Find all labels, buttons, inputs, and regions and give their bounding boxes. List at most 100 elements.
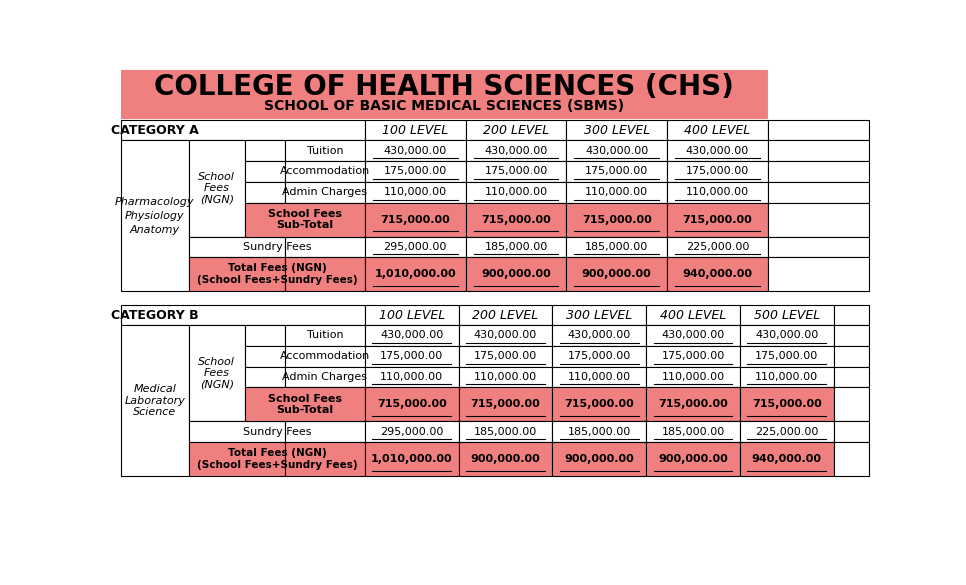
Text: 100 LEVEL: 100 LEVEL (383, 124, 448, 137)
Bar (285, 236, 365, 257)
Bar (365, 367, 459, 387)
Bar (189, 421, 285, 442)
Bar (466, 202, 566, 236)
Text: 430,000.00: 430,000.00 (686, 146, 749, 156)
Text: 100 LEVEL: 100 LEVEL (379, 308, 445, 322)
Text: 295,000.00: 295,000.00 (380, 426, 443, 437)
Bar (244, 367, 285, 387)
Text: 185,000.00: 185,000.00 (585, 242, 648, 252)
Bar (244, 140, 285, 161)
Bar (365, 442, 459, 476)
Text: 715,000.00: 715,000.00 (658, 400, 728, 409)
Text: 110,000.00: 110,000.00 (662, 372, 724, 382)
Text: 900,000.00: 900,000.00 (658, 454, 728, 464)
Bar (244, 182, 285, 202)
Bar (668, 161, 768, 182)
Bar (365, 202, 466, 236)
Bar (834, 421, 869, 442)
Text: 175,000.00: 175,000.00 (585, 167, 648, 177)
Bar (365, 121, 466, 140)
Text: 430,000.00: 430,000.00 (381, 331, 443, 340)
Bar (740, 325, 834, 346)
Text: 715,000.00: 715,000.00 (683, 215, 753, 225)
Bar (121, 305, 365, 325)
Bar (768, 182, 869, 202)
Text: 110,000.00: 110,000.00 (474, 372, 537, 382)
Bar (459, 442, 553, 476)
Bar (646, 325, 740, 346)
Bar (646, 442, 740, 476)
Bar (285, 140, 365, 161)
Bar (768, 202, 869, 236)
Text: 900,000.00: 900,000.00 (582, 269, 652, 279)
Text: SCHOOL OF BASIC MEDICAL SCIENCES (SBMS): SCHOOL OF BASIC MEDICAL SCIENCES (SBMS) (265, 99, 624, 113)
Bar (244, 346, 285, 367)
Text: 430,000.00: 430,000.00 (474, 331, 537, 340)
Bar (459, 346, 553, 367)
Bar (566, 121, 668, 140)
Bar (285, 442, 365, 476)
Bar (244, 161, 285, 182)
Text: 175,000.00: 175,000.00 (686, 167, 749, 177)
Text: 940,000.00: 940,000.00 (752, 454, 822, 464)
Bar (459, 387, 553, 421)
Text: 295,000.00: 295,000.00 (384, 242, 447, 252)
Bar (244, 387, 365, 421)
Bar (365, 236, 466, 257)
Text: Admin Charges: Admin Charges (282, 372, 367, 382)
Bar (768, 161, 869, 182)
Text: 225,000.00: 225,000.00 (755, 426, 818, 437)
Text: 900,000.00: 900,000.00 (470, 454, 540, 464)
Bar (768, 236, 869, 257)
Bar (244, 325, 285, 346)
Text: 110,000.00: 110,000.00 (568, 372, 631, 382)
Text: 715,000.00: 715,000.00 (752, 400, 822, 409)
Text: CATEGORY A: CATEGORY A (111, 124, 199, 137)
Bar (121, 325, 189, 476)
Bar (668, 202, 768, 236)
Bar (244, 202, 365, 236)
Bar (553, 442, 646, 476)
Bar (466, 257, 566, 291)
Bar (466, 182, 566, 202)
Text: 200 LEVEL: 200 LEVEL (472, 308, 539, 322)
Bar (365, 387, 459, 421)
Bar (189, 442, 285, 476)
Bar (646, 305, 740, 325)
Bar (365, 346, 459, 367)
Bar (285, 161, 365, 182)
Text: 175,000.00: 175,000.00 (662, 351, 724, 362)
Bar (365, 140, 466, 161)
Text: Total Fees (NGN)
(School Fees+Sundry Fees): Total Fees (NGN) (School Fees+Sundry Fee… (197, 263, 357, 285)
Text: 110,000.00: 110,000.00 (686, 187, 749, 197)
Bar (121, 121, 365, 140)
Text: 175,000.00: 175,000.00 (474, 351, 537, 362)
Text: Tuition: Tuition (306, 331, 343, 340)
Text: 715,000.00: 715,000.00 (564, 400, 635, 409)
Text: 175,000.00: 175,000.00 (568, 351, 631, 362)
Text: 110,000.00: 110,000.00 (381, 372, 443, 382)
Bar (834, 442, 869, 476)
Bar (121, 140, 189, 291)
Bar (553, 346, 646, 367)
Text: 400 LEVEL: 400 LEVEL (660, 308, 726, 322)
Bar (740, 305, 834, 325)
Text: 1,010,000.00: 1,010,000.00 (371, 454, 453, 464)
Bar (566, 182, 668, 202)
Bar (668, 236, 768, 257)
Bar (459, 421, 553, 442)
Bar (668, 182, 768, 202)
Bar (285, 182, 365, 202)
Bar (285, 346, 365, 367)
Text: School
Fees
(NGN): School Fees (NGN) (198, 357, 236, 390)
Text: Accommodation: Accommodation (280, 351, 370, 362)
Bar (553, 305, 646, 325)
Text: Medical
Laboratory
Science: Medical Laboratory Science (125, 384, 185, 417)
Text: 185,000.00: 185,000.00 (474, 426, 537, 437)
Bar (768, 257, 869, 291)
Bar (668, 121, 768, 140)
Text: 715,000.00: 715,000.00 (481, 215, 551, 225)
Text: 500 LEVEL: 500 LEVEL (753, 308, 820, 322)
Bar (768, 121, 869, 140)
Text: 300 LEVEL: 300 LEVEL (583, 124, 650, 137)
